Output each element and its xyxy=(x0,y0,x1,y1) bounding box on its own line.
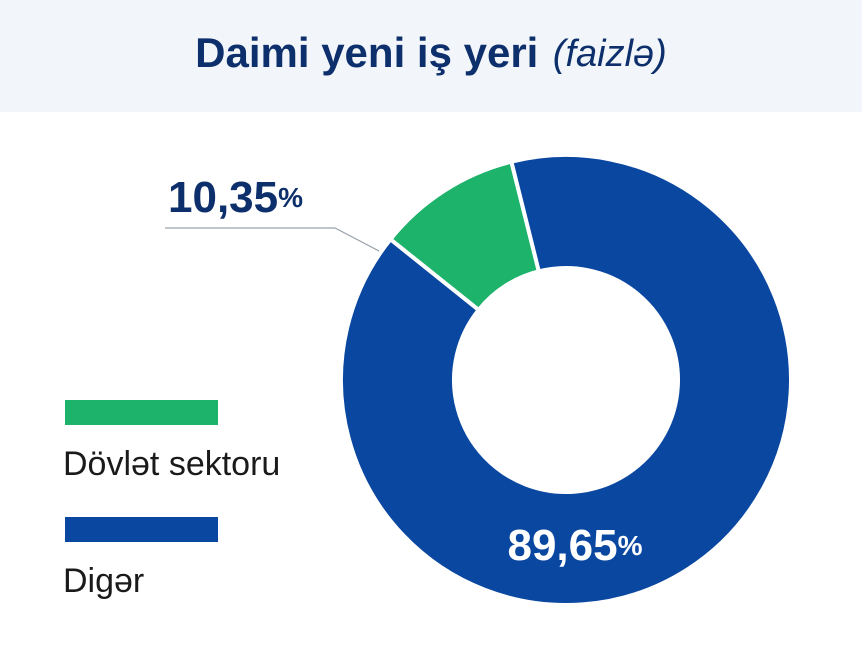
value-number: 10,35 xyxy=(168,173,278,222)
title-note: (faizlə) xyxy=(553,33,667,75)
value-label: 89,65% xyxy=(507,521,642,570)
value-number: 89,65 xyxy=(507,521,617,570)
legend-swatch xyxy=(65,400,218,425)
value-unit: % xyxy=(618,530,643,561)
legend-label: Digər xyxy=(63,562,144,600)
value-label: 10,35% xyxy=(168,173,303,222)
chart-title: Daimi yeni iş yeri (faizlə) xyxy=(195,29,667,76)
donut-segment xyxy=(339,153,793,607)
header-band xyxy=(0,0,862,112)
value-unit: % xyxy=(278,182,303,213)
leader-line xyxy=(165,227,401,263)
title-main: Daimi yeni iş yeri xyxy=(195,29,538,76)
legend-swatch xyxy=(65,517,218,542)
legend-label: Dövlət sektoru xyxy=(63,445,280,483)
